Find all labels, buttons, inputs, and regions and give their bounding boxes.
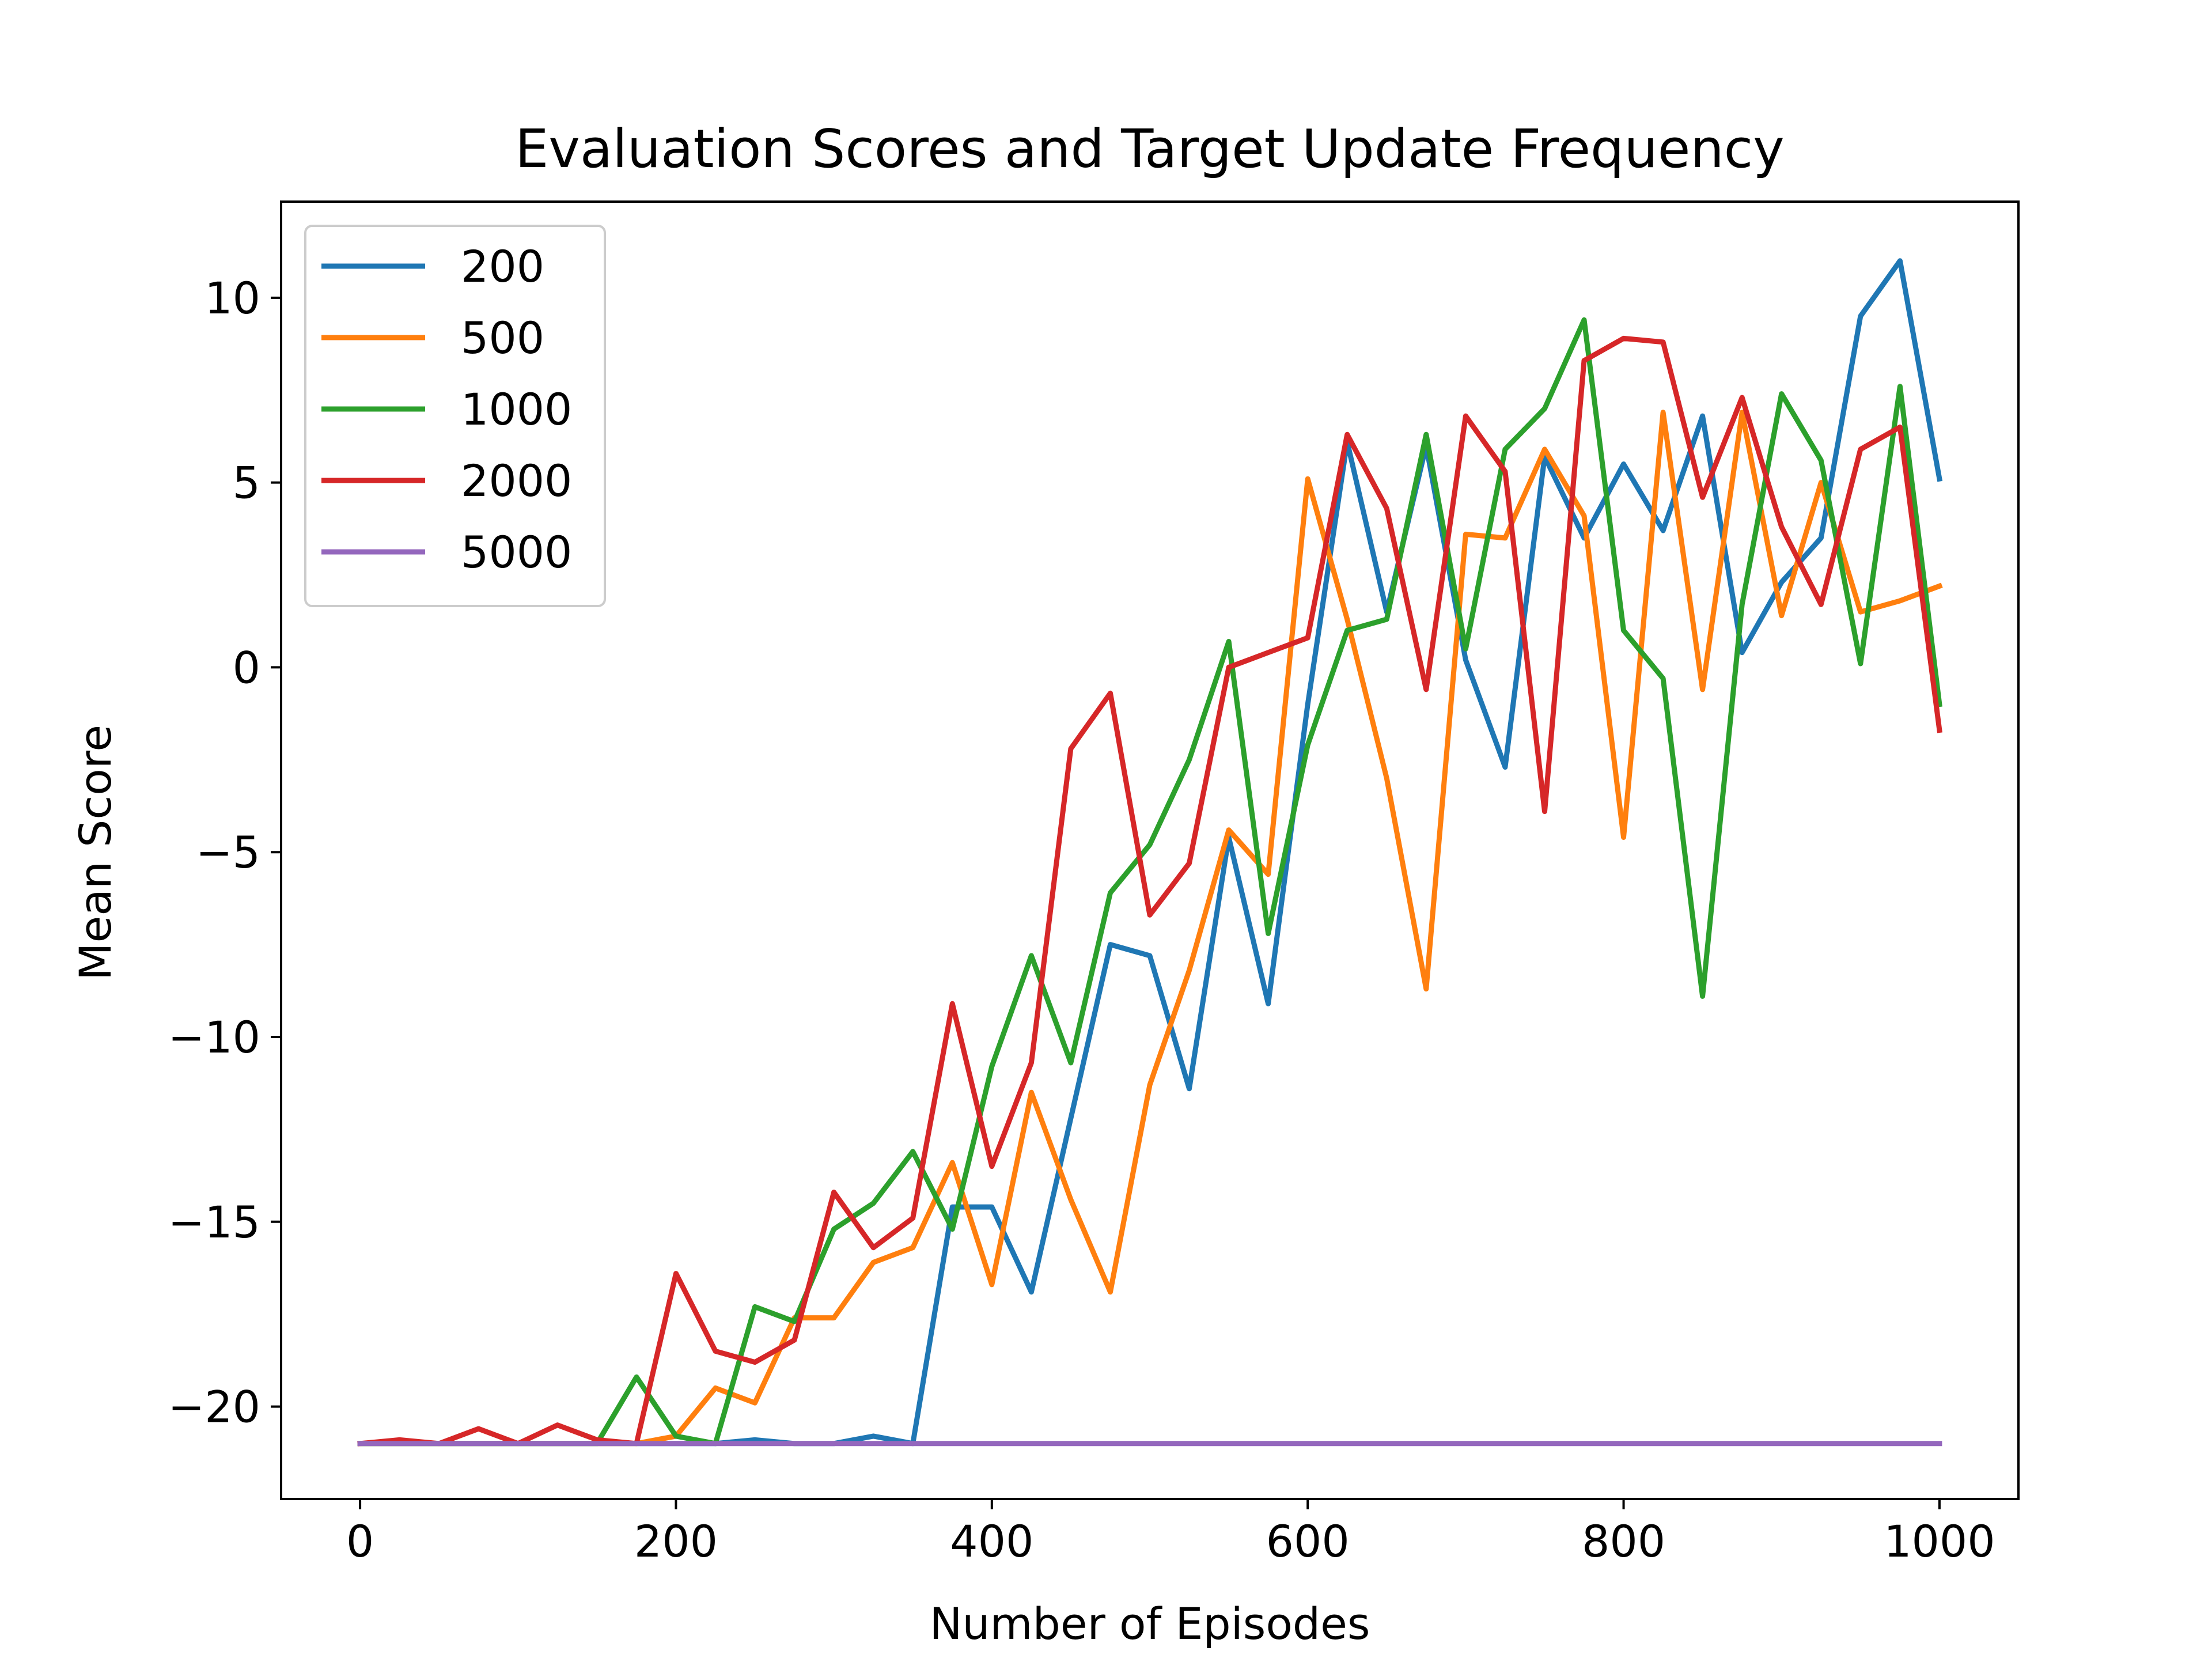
chart-title: Evaluation Scores and Target Update Freq… bbox=[515, 118, 1784, 180]
legend-label: 500 bbox=[461, 312, 544, 364]
x-tick-label: 200 bbox=[634, 1516, 718, 1567]
y-tick-label: −15 bbox=[168, 1197, 260, 1248]
y-tick-label: 0 bbox=[233, 642, 260, 693]
y-tick-label: −5 bbox=[196, 827, 260, 878]
x-axis-label: Number of Episodes bbox=[930, 1598, 1370, 1649]
legend-label: 200 bbox=[461, 241, 544, 292]
legend-label: 1000 bbox=[461, 384, 572, 435]
x-tick-label: 600 bbox=[1266, 1516, 1350, 1567]
legend-box bbox=[304, 225, 606, 607]
legend-label: 5000 bbox=[461, 527, 572, 578]
y-axis-label: Mean Score bbox=[70, 725, 121, 980]
series-line-1000 bbox=[357, 317, 1942, 1447]
legend: 200 500 1000 2000 5000 bbox=[304, 225, 606, 607]
x-tick-label: 0 bbox=[346, 1516, 374, 1567]
y-tick-label: 5 bbox=[233, 457, 260, 509]
y-tick-label: −20 bbox=[168, 1381, 260, 1433]
legend-label: 2000 bbox=[461, 455, 572, 506]
x-tick-label: 800 bbox=[1582, 1516, 1665, 1567]
y-tick-label: −10 bbox=[168, 1012, 260, 1063]
x-tick-label: 1000 bbox=[1884, 1516, 1995, 1567]
series-lines bbox=[357, 258, 1943, 1447]
x-tick-label: 400 bbox=[950, 1516, 1033, 1567]
plot-area-frame bbox=[280, 200, 2020, 1500]
axis-ticks: 0 200 400 600 800 1000 −20 −15 −10 −5 0 5 10 bbox=[168, 272, 1995, 1567]
y-tick-label: 10 bbox=[204, 272, 260, 324]
